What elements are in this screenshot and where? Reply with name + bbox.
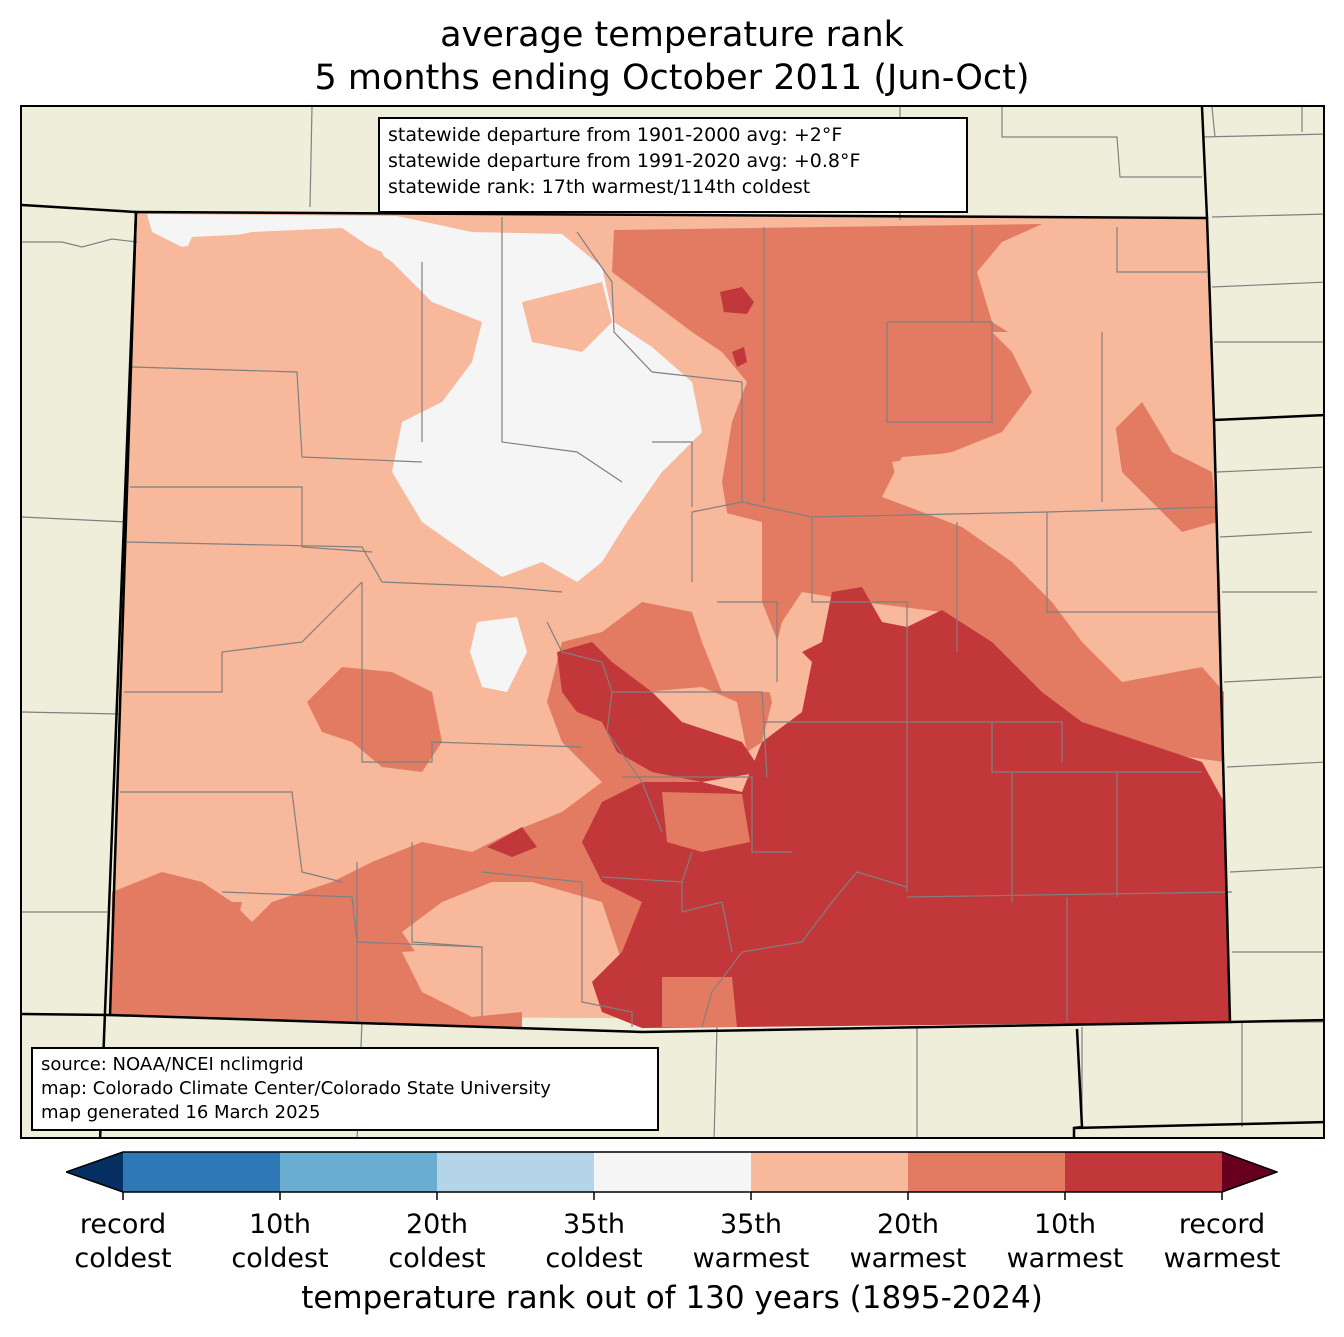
- legend-bin-warmest-35: [751, 1152, 908, 1192]
- warm20-region: [112, 882, 242, 1012]
- near-normal-region: [470, 617, 527, 692]
- credits-box: source: NOAA/NCEI nclimgrid map: Colorad…: [31, 1047, 659, 1131]
- warm10-region: [557, 642, 762, 782]
- warm10-region: [487, 827, 537, 857]
- neighbor-county-lines: [22, 107, 1323, 1137]
- colorado-map: [22, 107, 1323, 1137]
- warm35-region: [892, 332, 1222, 662]
- warm20-region: [307, 667, 442, 772]
- warm10-region: [732, 347, 747, 367]
- state-lines: [22, 107, 1323, 1137]
- warm10-region: [582, 587, 1230, 1028]
- warm35-region: [402, 947, 522, 1017]
- statewide-stats-box: statewide departure from 1901-2000 avg: …: [378, 117, 968, 213]
- legend-bin-near-normal: [594, 1152, 751, 1192]
- stats-departure-20th-century: statewide departure from 1901-2000 avg: …: [388, 124, 843, 146]
- legend-bin-coldest-20: [280, 1152, 437, 1192]
- map-subtitle: 5 months ending October 2011 (Jun-Oct): [314, 58, 1030, 98]
- legend-bin-coldest-35: [437, 1152, 594, 1192]
- near-normal-region: [172, 230, 402, 372]
- warm20-region: [1112, 402, 1217, 532]
- legend-tick-label: record coldest: [74, 1209, 172, 1274]
- credits-generated-date: map generated 16 March 2025: [41, 1102, 321, 1123]
- credits-map-author: map: Colorado Climate Center/Colorado St…: [41, 1078, 551, 1099]
- stats-statewide-rank: statewide rank: 17th warmest/114th colde…: [388, 176, 811, 198]
- map-title: average temperature rank: [440, 15, 904, 55]
- legend-tick-label: 20th warmest: [849, 1209, 967, 1274]
- legend-tick-label: record warmest: [1163, 1209, 1281, 1274]
- legend-bin-warmest-10: [1065, 1152, 1222, 1192]
- county-lines: [120, 217, 1233, 1028]
- color-legend: [66, 1151, 1278, 1200]
- legend-tick-label: 35th warmest: [692, 1209, 810, 1274]
- warm20-region: [662, 977, 737, 1027]
- legend-bin-warmest-20: [908, 1152, 1065, 1192]
- legend-tick-label: 10th coldest: [231, 1209, 329, 1274]
- legend-tick-label: 10th warmest: [1006, 1209, 1124, 1274]
- legend-tick-label: 20th coldest: [388, 1209, 486, 1274]
- legend-arrow-warmest: [1222, 1152, 1277, 1192]
- warm20-region: [110, 224, 1224, 1028]
- credits-source: source: NOAA/NCEI nclimgrid: [41, 1054, 304, 1075]
- near-normal-region: [522, 282, 612, 352]
- warm20-region: [662, 792, 750, 852]
- legend-tick-label: 35th coldest: [545, 1209, 643, 1274]
- legend-ticks: [122, 1192, 1223, 1200]
- legend-arrow-coldest: [66, 1152, 123, 1192]
- stats-departure-1991-2020: statewide departure from 1991-2020 avg: …: [388, 150, 861, 172]
- warm10-region: [720, 287, 754, 314]
- legend-axis-label: temperature rank out of 130 years (1895-…: [301, 1280, 1043, 1316]
- legend-bin-coldest-10: [123, 1152, 280, 1192]
- map-frame: [20, 105, 1325, 1139]
